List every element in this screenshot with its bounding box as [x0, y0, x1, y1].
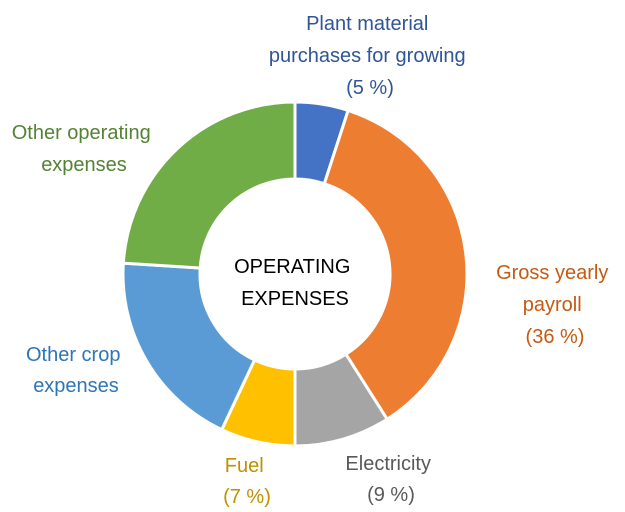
label-fuel-line-2: (7 %)	[223, 486, 271, 508]
label-electricity: Electricity (9 %)	[345, 453, 436, 506]
label-other-crop-line-2: expenses	[33, 375, 119, 397]
donut-slices	[121, 100, 469, 448]
label-plant-line-2: purchases for growing	[269, 45, 466, 67]
label-plant-line-1: Plant material	[306, 13, 428, 35]
label-plant: Plant material purchases for growing (5 …	[269, 13, 471, 99]
label-other-operating: Other operating expenses	[12, 122, 157, 176]
slice-other-operating	[121, 100, 297, 270]
label-payroll-line-1: Gross yearly	[496, 262, 608, 284]
label-other-crop: Other crop expenses	[26, 344, 126, 397]
label-electricity-line-2: (9 %)	[367, 484, 415, 506]
label-plant-line-3: (5 %)	[346, 77, 394, 99]
label-payroll-line-2: payroll	[523, 294, 582, 316]
center-label-line-2: EXPENSES	[241, 288, 349, 310]
label-fuel-line-1: Fuel	[225, 455, 264, 477]
label-other-operating-line-2: expenses	[41, 154, 127, 176]
label-fuel: Fuel (7 %)	[223, 455, 271, 508]
center-label: OPERATING EXPENSES	[234, 256, 356, 310]
label-other-operating-line-1: Other operating	[12, 122, 151, 144]
label-other-crop-line-1: Other crop	[26, 344, 120, 366]
label-electricity-line-1: Electricity	[345, 453, 431, 475]
label-payroll: Gross yearly payroll (36 %)	[496, 262, 614, 348]
label-payroll-line-3: (36 %)	[526, 326, 585, 348]
center-label-line-1: OPERATING	[234, 256, 350, 278]
slice-other-crop	[121, 261, 257, 432]
slice-payroll	[322, 108, 469, 422]
